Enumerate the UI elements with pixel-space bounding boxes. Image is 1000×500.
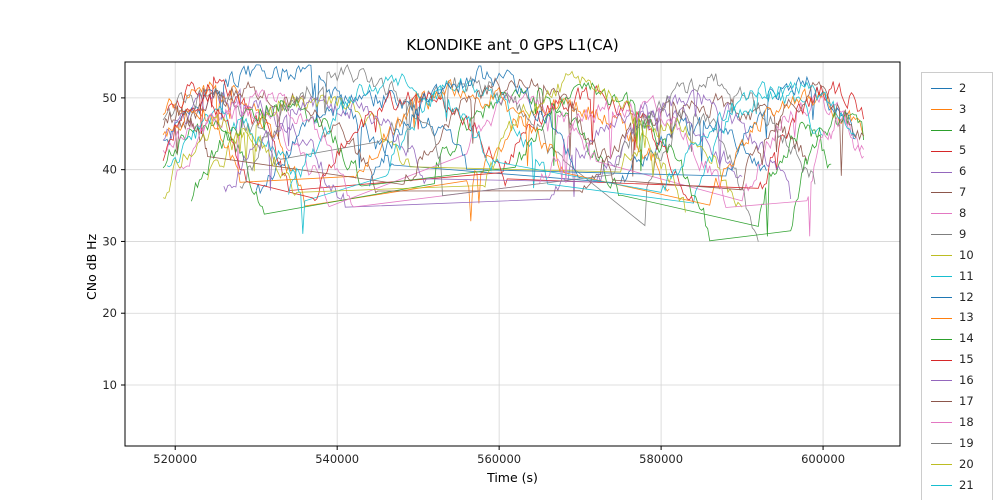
legend-label: 21 xyxy=(959,477,974,492)
x-tick-label: 540000 xyxy=(315,452,359,466)
legend-label: 18 xyxy=(959,414,974,429)
legend-line-swatch xyxy=(931,275,952,277)
legend-line-swatch xyxy=(931,192,952,194)
y-tick-label: 20 xyxy=(102,306,117,320)
legend-item: 10 xyxy=(931,245,984,266)
legend-label: 5 xyxy=(959,143,967,158)
legend-item: 3 xyxy=(931,99,984,120)
legend-label: 6 xyxy=(959,164,967,179)
legend-item: 7 xyxy=(931,182,984,203)
legend-item: 15 xyxy=(931,350,984,371)
legend-line-swatch xyxy=(931,401,952,403)
y-tick-label: 40 xyxy=(102,163,117,177)
legend-line-swatch xyxy=(931,234,952,236)
legend-label: 2 xyxy=(959,80,967,95)
legend-label: 19 xyxy=(959,435,974,450)
legend-line-swatch xyxy=(931,150,952,152)
x-tick-label: 580000 xyxy=(639,452,683,466)
legend-label: 12 xyxy=(959,289,974,304)
legend-item: 19 xyxy=(931,433,984,454)
legend-label: 11 xyxy=(959,268,974,283)
y-axis-label: CNo dB Hz xyxy=(84,233,99,300)
legend-label: 14 xyxy=(959,331,974,346)
legend-line-swatch xyxy=(931,484,952,486)
legend-line-swatch xyxy=(931,359,952,361)
legend-label: 4 xyxy=(959,122,967,137)
legend-label: 3 xyxy=(959,101,967,116)
legend-line-swatch xyxy=(931,338,952,340)
y-tick-label: 30 xyxy=(102,234,117,248)
legend-label: 10 xyxy=(959,247,974,262)
legend-item: 2 xyxy=(931,78,984,99)
x-tick-label: 560000 xyxy=(477,452,521,466)
legend-item: 20 xyxy=(931,454,984,475)
legend-line-swatch xyxy=(931,317,952,319)
legend-label: 17 xyxy=(959,394,974,409)
legend-label: 13 xyxy=(959,310,974,325)
legend-item: 4 xyxy=(931,120,984,141)
legend-line-swatch xyxy=(931,463,952,465)
legend-line-swatch xyxy=(931,129,952,131)
legend-label: 15 xyxy=(959,352,974,367)
legend-item: 18 xyxy=(931,412,984,433)
legend-item: 17 xyxy=(931,391,984,412)
legend-item: 13 xyxy=(931,308,984,329)
legend-line-swatch xyxy=(931,108,952,110)
x-tick-label: 520000 xyxy=(153,452,197,466)
legend-item: 21 xyxy=(931,475,984,496)
y-tick-label: 10 xyxy=(102,378,117,392)
legend-item: 11 xyxy=(931,266,984,287)
legend-line-swatch xyxy=(931,380,952,382)
y-tick-label: 50 xyxy=(102,91,117,105)
legend-item: 16 xyxy=(931,370,984,391)
x-axis-label: Time (s) xyxy=(487,470,538,485)
legend-label: 9 xyxy=(959,226,967,241)
legend: 2 3 4 5 6 7 8 9 10 11 12 13 14 15 16 17 18 19 20 21 22 xyxy=(921,72,993,500)
legend-line-swatch xyxy=(931,422,952,424)
chart-title: KLONDIKE ant_0 GPS L1(CA) xyxy=(406,36,619,54)
legend-item: 12 xyxy=(931,287,984,308)
legend-item: 14 xyxy=(931,329,984,350)
legend-line-swatch xyxy=(931,296,952,298)
legend-label: 20 xyxy=(959,456,974,471)
legend-label: 16 xyxy=(959,373,974,388)
legend-item: 5 xyxy=(931,141,984,162)
legend-item: 8 xyxy=(931,203,984,224)
legend-line-swatch xyxy=(931,443,952,445)
legend-line-swatch xyxy=(931,255,952,257)
legend-label: 7 xyxy=(959,185,967,200)
legend-item: 9 xyxy=(931,224,984,245)
legend-line-swatch xyxy=(931,87,952,89)
legend-line-swatch xyxy=(931,171,952,173)
legend-label: 8 xyxy=(959,206,967,221)
x-tick-label: 600000 xyxy=(801,452,845,466)
legend-item: 22 xyxy=(931,496,984,500)
legend-item: 6 xyxy=(931,162,984,183)
legend-line-swatch xyxy=(931,213,952,215)
